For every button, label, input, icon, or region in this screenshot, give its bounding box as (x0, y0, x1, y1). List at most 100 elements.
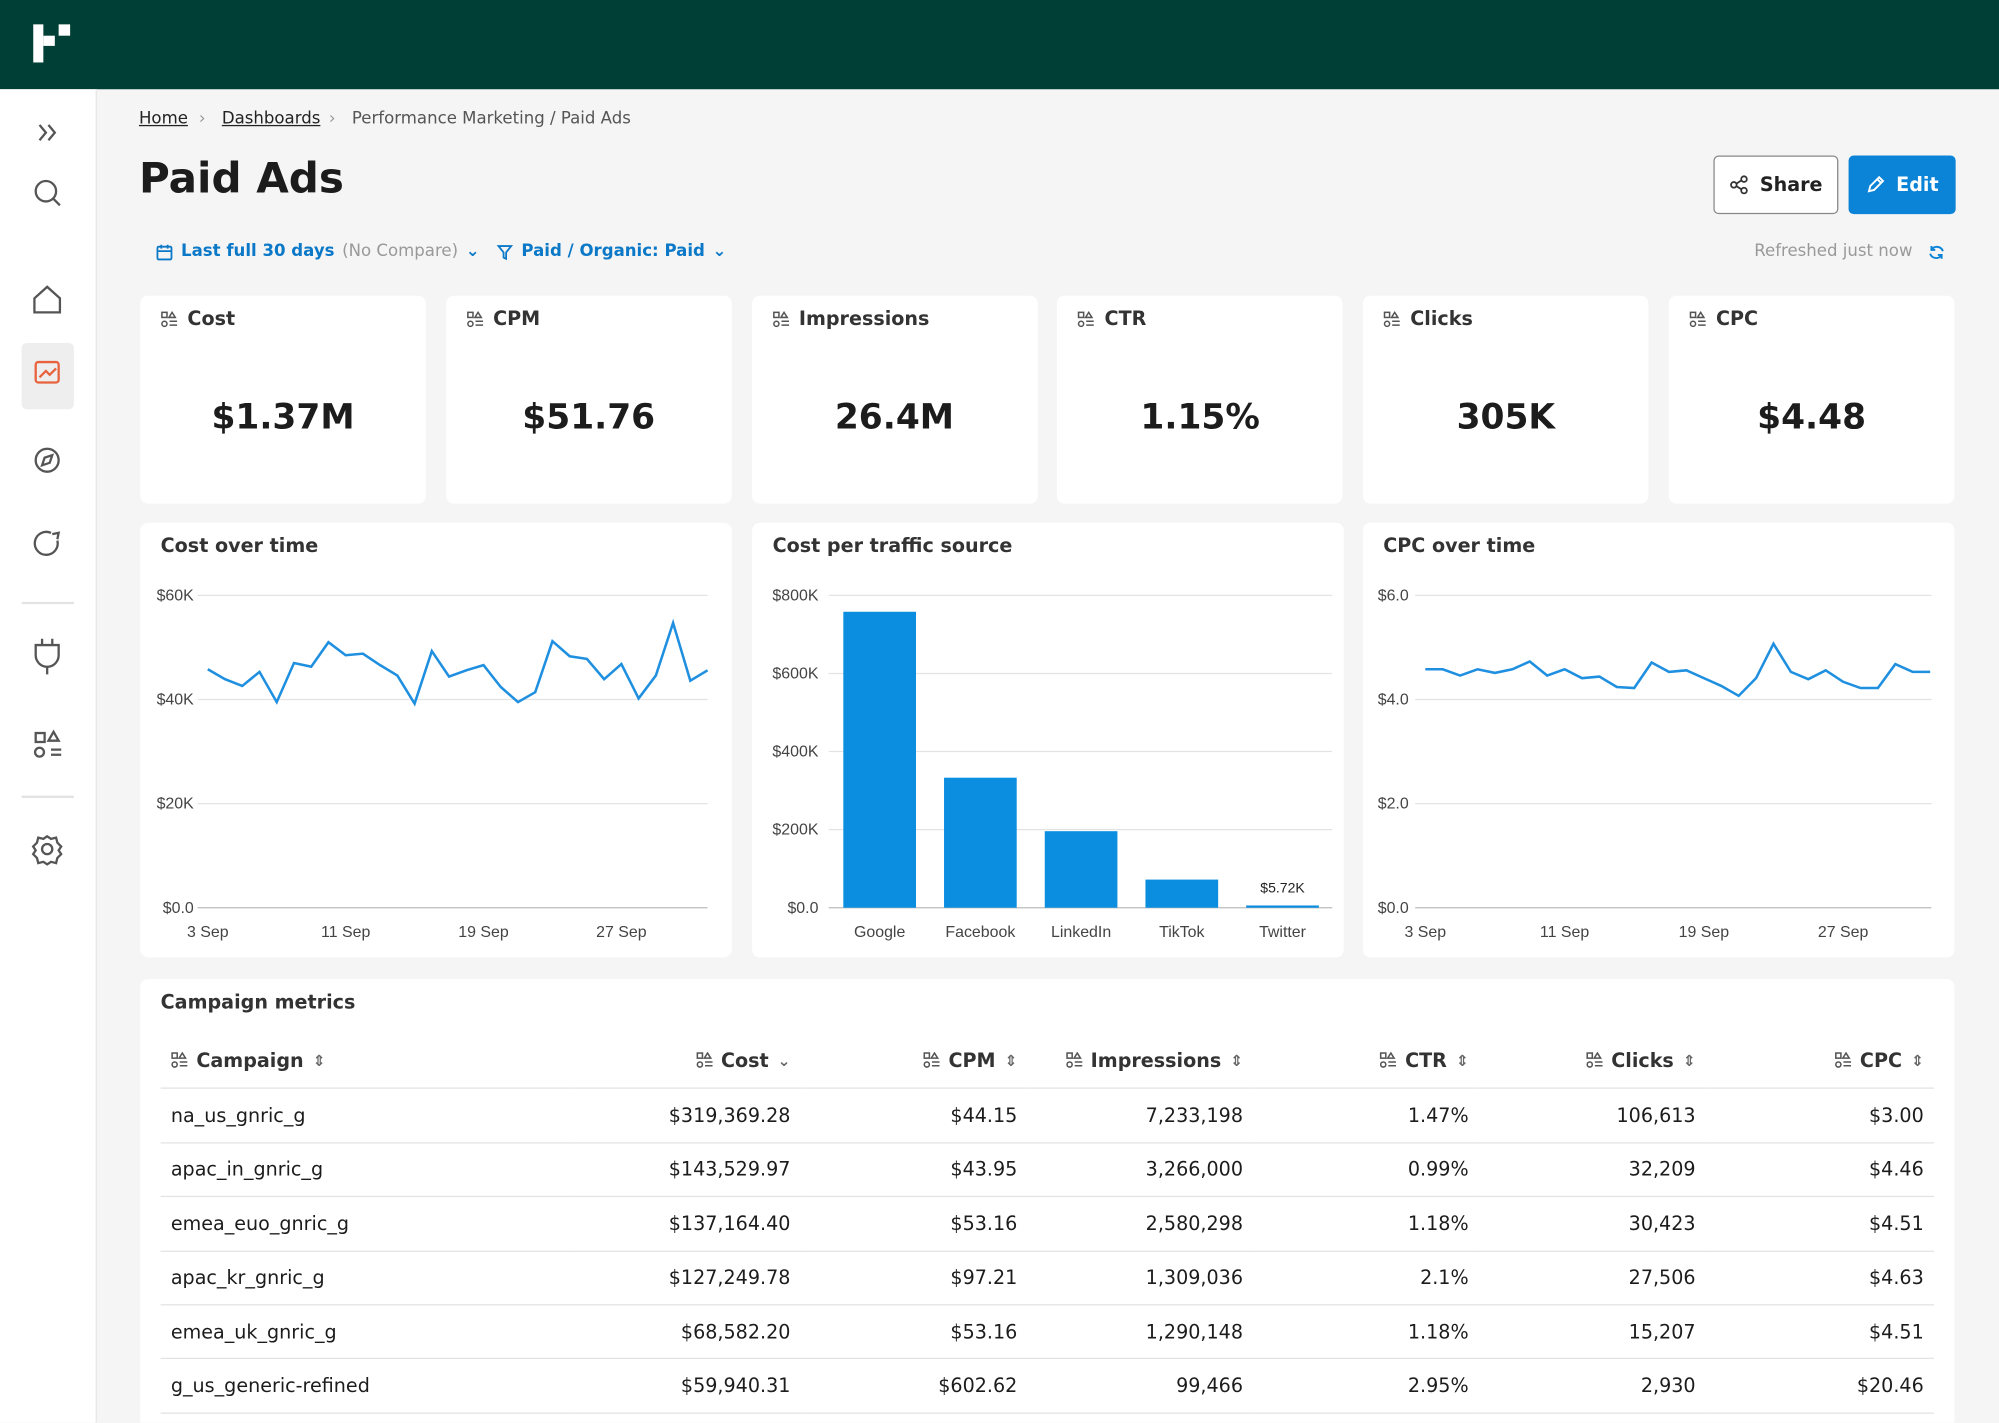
header-text: CTR (1405, 1049, 1447, 1072)
x-tick-label: 3 Sep (1405, 924, 1447, 941)
table-cell: 15,207 (1479, 1305, 1706, 1359)
value-label: $5.72K (1260, 880, 1305, 896)
filter-label: Last full 30 days (181, 242, 334, 261)
refresh-button[interactable] (1928, 243, 1946, 261)
metric-icon (1383, 310, 1400, 327)
x-tick-label: 19 Sep (1679, 924, 1730, 941)
kpi-label: CPC (1689, 307, 1758, 330)
header-text: CPC (1860, 1049, 1902, 1072)
logo[interactable] (33, 24, 74, 62)
widgets-icon[interactable] (35, 732, 61, 757)
table-cell: $43.95 (801, 1143, 1028, 1197)
bar (843, 612, 916, 908)
column-header[interactable]: Cost⌄ (574, 1035, 801, 1088)
home-icon[interactable] (34, 287, 59, 312)
column-header[interactable]: Clicks⇕ (1479, 1035, 1706, 1088)
settings-icon[interactable] (33, 836, 61, 864)
table-cell: 1.47% (1253, 1089, 1479, 1143)
table-cell: $20.46 (1706, 1359, 1934, 1413)
x-tick-label: Google (854, 924, 905, 941)
segment-filter[interactable]: Paid / Organic: Paid ⌄ (496, 242, 727, 261)
refresh-icon[interactable] (35, 532, 59, 555)
sort-icon: ⇕ (1456, 1052, 1469, 1070)
column-header[interactable]: Campaign⇕ (161, 1035, 574, 1088)
chart: $0.0$2.0$4.0$6.03 Sep11 Sep19 Sep27 Sep (1363, 523, 1955, 958)
table-row: apac_kr_gnric_g$127,249.78$97.211,309,03… (161, 1251, 1934, 1305)
kpi-value: $1.37M (140, 398, 426, 438)
header-content: Impressions⇕ (1065, 1049, 1243, 1072)
edit-icon (1866, 175, 1886, 195)
sort-icon: ⇕ (1911, 1052, 1924, 1070)
table-cell: na_us_gnric_g (161, 1089, 574, 1143)
kpi-value: $51.76 (446, 398, 732, 438)
share-button[interactable]: Share (1713, 156, 1838, 215)
column-header[interactable]: CPC ⇕ (1706, 1035, 1934, 1088)
kpi-value: $4.48 (1669, 398, 1955, 438)
breadcrumb-separator: › (329, 110, 336, 129)
table-title: Campaign metrics (161, 991, 356, 1014)
x-tick-label: 27 Sep (1818, 924, 1869, 941)
plug-icon[interactable] (36, 639, 59, 675)
bar (944, 778, 1017, 908)
x-tick-label: 11 Sep (321, 924, 370, 941)
edit-button[interactable]: Edit (1849, 156, 1956, 215)
kpi-label: Clicks (1383, 307, 1472, 330)
kpi-label: Impressions (772, 307, 929, 330)
x-tick-label: Twitter (1259, 924, 1307, 941)
breadcrumb-link[interactable]: Dashboards (222, 110, 321, 129)
table-cell: $3.00 (1706, 1089, 1934, 1143)
table-cell: $53.16 (801, 1197, 1028, 1251)
kpi-card: Impressions26.4M (752, 296, 1038, 504)
column-header[interactable]: CPM⇕ (801, 1035, 1028, 1088)
chevron: ⌄ (713, 242, 727, 261)
chart: $0.0$200K$400K$600K$800KGoogleFacebookLi… (752, 523, 1344, 958)
kpi-card: CPM $51.76 (446, 296, 732, 504)
metric-icon (171, 1052, 188, 1069)
table-cell: 2.95% (1253, 1359, 1479, 1413)
column-header[interactable]: Impressions⇕ (1028, 1035, 1254, 1088)
breadcrumb-current: Performance Marketing / Paid Ads (352, 110, 631, 129)
y-tick-label: $600K (772, 666, 818, 683)
header-content: Clicks⇕ (1586, 1049, 1696, 1072)
share-icon (1729, 175, 1749, 195)
table-cell: $44.15 (801, 1089, 1028, 1143)
explore-icon[interactable] (36, 449, 59, 472)
breadcrumb-link[interactable]: Home (139, 110, 188, 129)
filter-label: Paid / Organic: Paid (521, 242, 704, 261)
table-cell: emea_uk_gnric_g (161, 1305, 574, 1359)
sort-icon: ⇕ (313, 1052, 326, 1070)
kpi-value: 1.15% (1057, 398, 1343, 438)
kpi-label: CTR (1078, 307, 1147, 330)
y-tick-label: $60K (157, 587, 195, 604)
metric-icon (1078, 310, 1095, 327)
search-icon[interactable] (36, 181, 60, 205)
chart-panel: Cost per traffic source$0.0$200K$400K$60… (752, 523, 1344, 958)
table-cell: 99,466 (1028, 1359, 1254, 1413)
kpi-card: CPC $4.48 (1669, 296, 1955, 504)
table-cell: apac_in_gnric_g (161, 1143, 574, 1197)
y-tick-label: $0.0 (787, 900, 818, 917)
table-cell: 1.18% (1253, 1197, 1479, 1251)
table-cell: $59,940.31 (574, 1359, 801, 1413)
refresh-text: Refreshed just now (1754, 242, 1912, 261)
sort-icon: ⇕ (1005, 1052, 1018, 1070)
table-body: na_us_gnric_g$319,369.28$44.157,233,1981… (161, 1089, 1934, 1413)
table-cell: 0.99% (1253, 1143, 1479, 1197)
date-filter[interactable]: Last full 30 days (No Compare) ⌄ (156, 242, 480, 261)
metric-icon (1586, 1052, 1603, 1069)
metric-icon (161, 310, 178, 327)
kpi-value: 305K (1363, 398, 1649, 438)
metric-icon (1380, 1052, 1397, 1069)
header-content: CPM⇕ (923, 1049, 1017, 1072)
kpi-label: Cost (161, 307, 235, 330)
breadcrumb-text: Dashboards (222, 110, 321, 129)
kpi-label: CPM (466, 307, 540, 330)
expand-icon[interactable] (40, 125, 55, 140)
filter-icon (496, 243, 514, 261)
kpi-label-text: CPC (1716, 307, 1758, 330)
column-header[interactable]: CTR ⇕ (1253, 1035, 1479, 1088)
sidebar-icons (0, 89, 96, 1423)
table-cell: apac_kr_gnric_g (161, 1251, 574, 1305)
